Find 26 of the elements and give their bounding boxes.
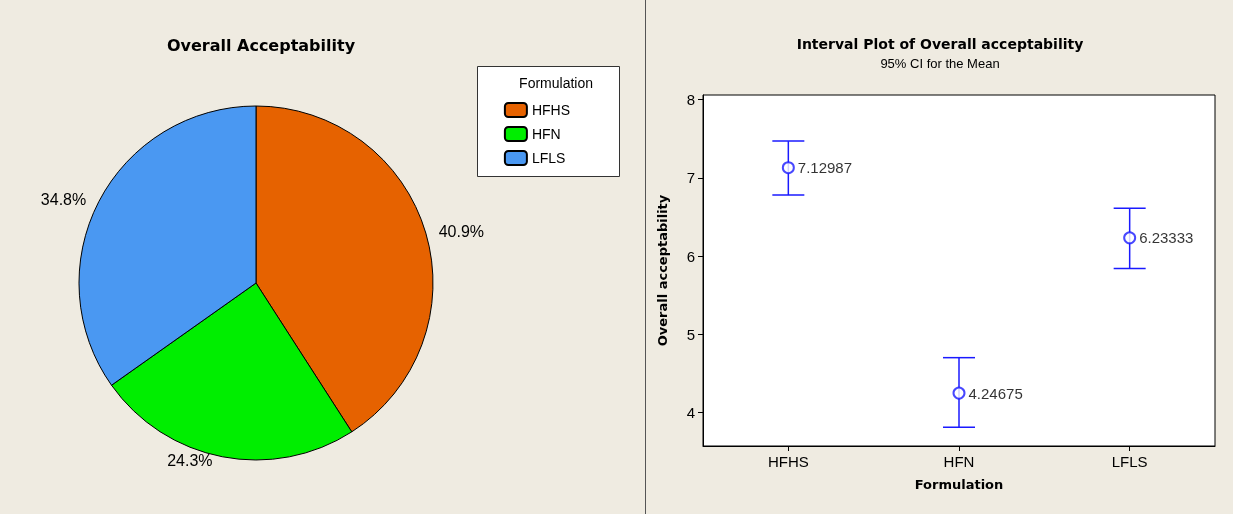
legend-title: Formulation [519,75,593,91]
chart-title: Overall Acceptability [166,35,356,55]
y-tick-label: 5 [686,325,695,343]
data-label: 4.24675 [968,384,1023,402]
y-tick-label: 6 [686,247,695,265]
x-tick-label: LFLS [1111,453,1148,470]
data-label: 6.23333 [1139,229,1194,247]
data-label: 7.12987 [797,159,853,177]
data-label: 34.8% [40,191,87,209]
point [952,386,966,400]
x-tick-label: HFN [943,453,975,470]
point [1123,231,1137,245]
x-axis-title: Formulation [914,477,1004,492]
point [781,161,795,175]
x-tick-label: HFHS [767,453,809,470]
y-tick-label: 7 [686,169,695,187]
y-tick-label: 4 [686,403,695,421]
legend-label: HFHS [531,102,571,118]
legend-label: HFN [531,126,561,142]
y-axis-title: Overall acceptability [655,194,670,347]
legend-label: LFLS [531,150,566,166]
data-label: 24.3% [167,452,213,470]
data-label: 40.9% [438,223,485,241]
chart-title: Interval Plot of Overall acceptability [796,36,1084,52]
chart-subtitle: 95% CI for the Mean [880,56,1000,71]
y-tick-label: 8 [686,91,695,109]
